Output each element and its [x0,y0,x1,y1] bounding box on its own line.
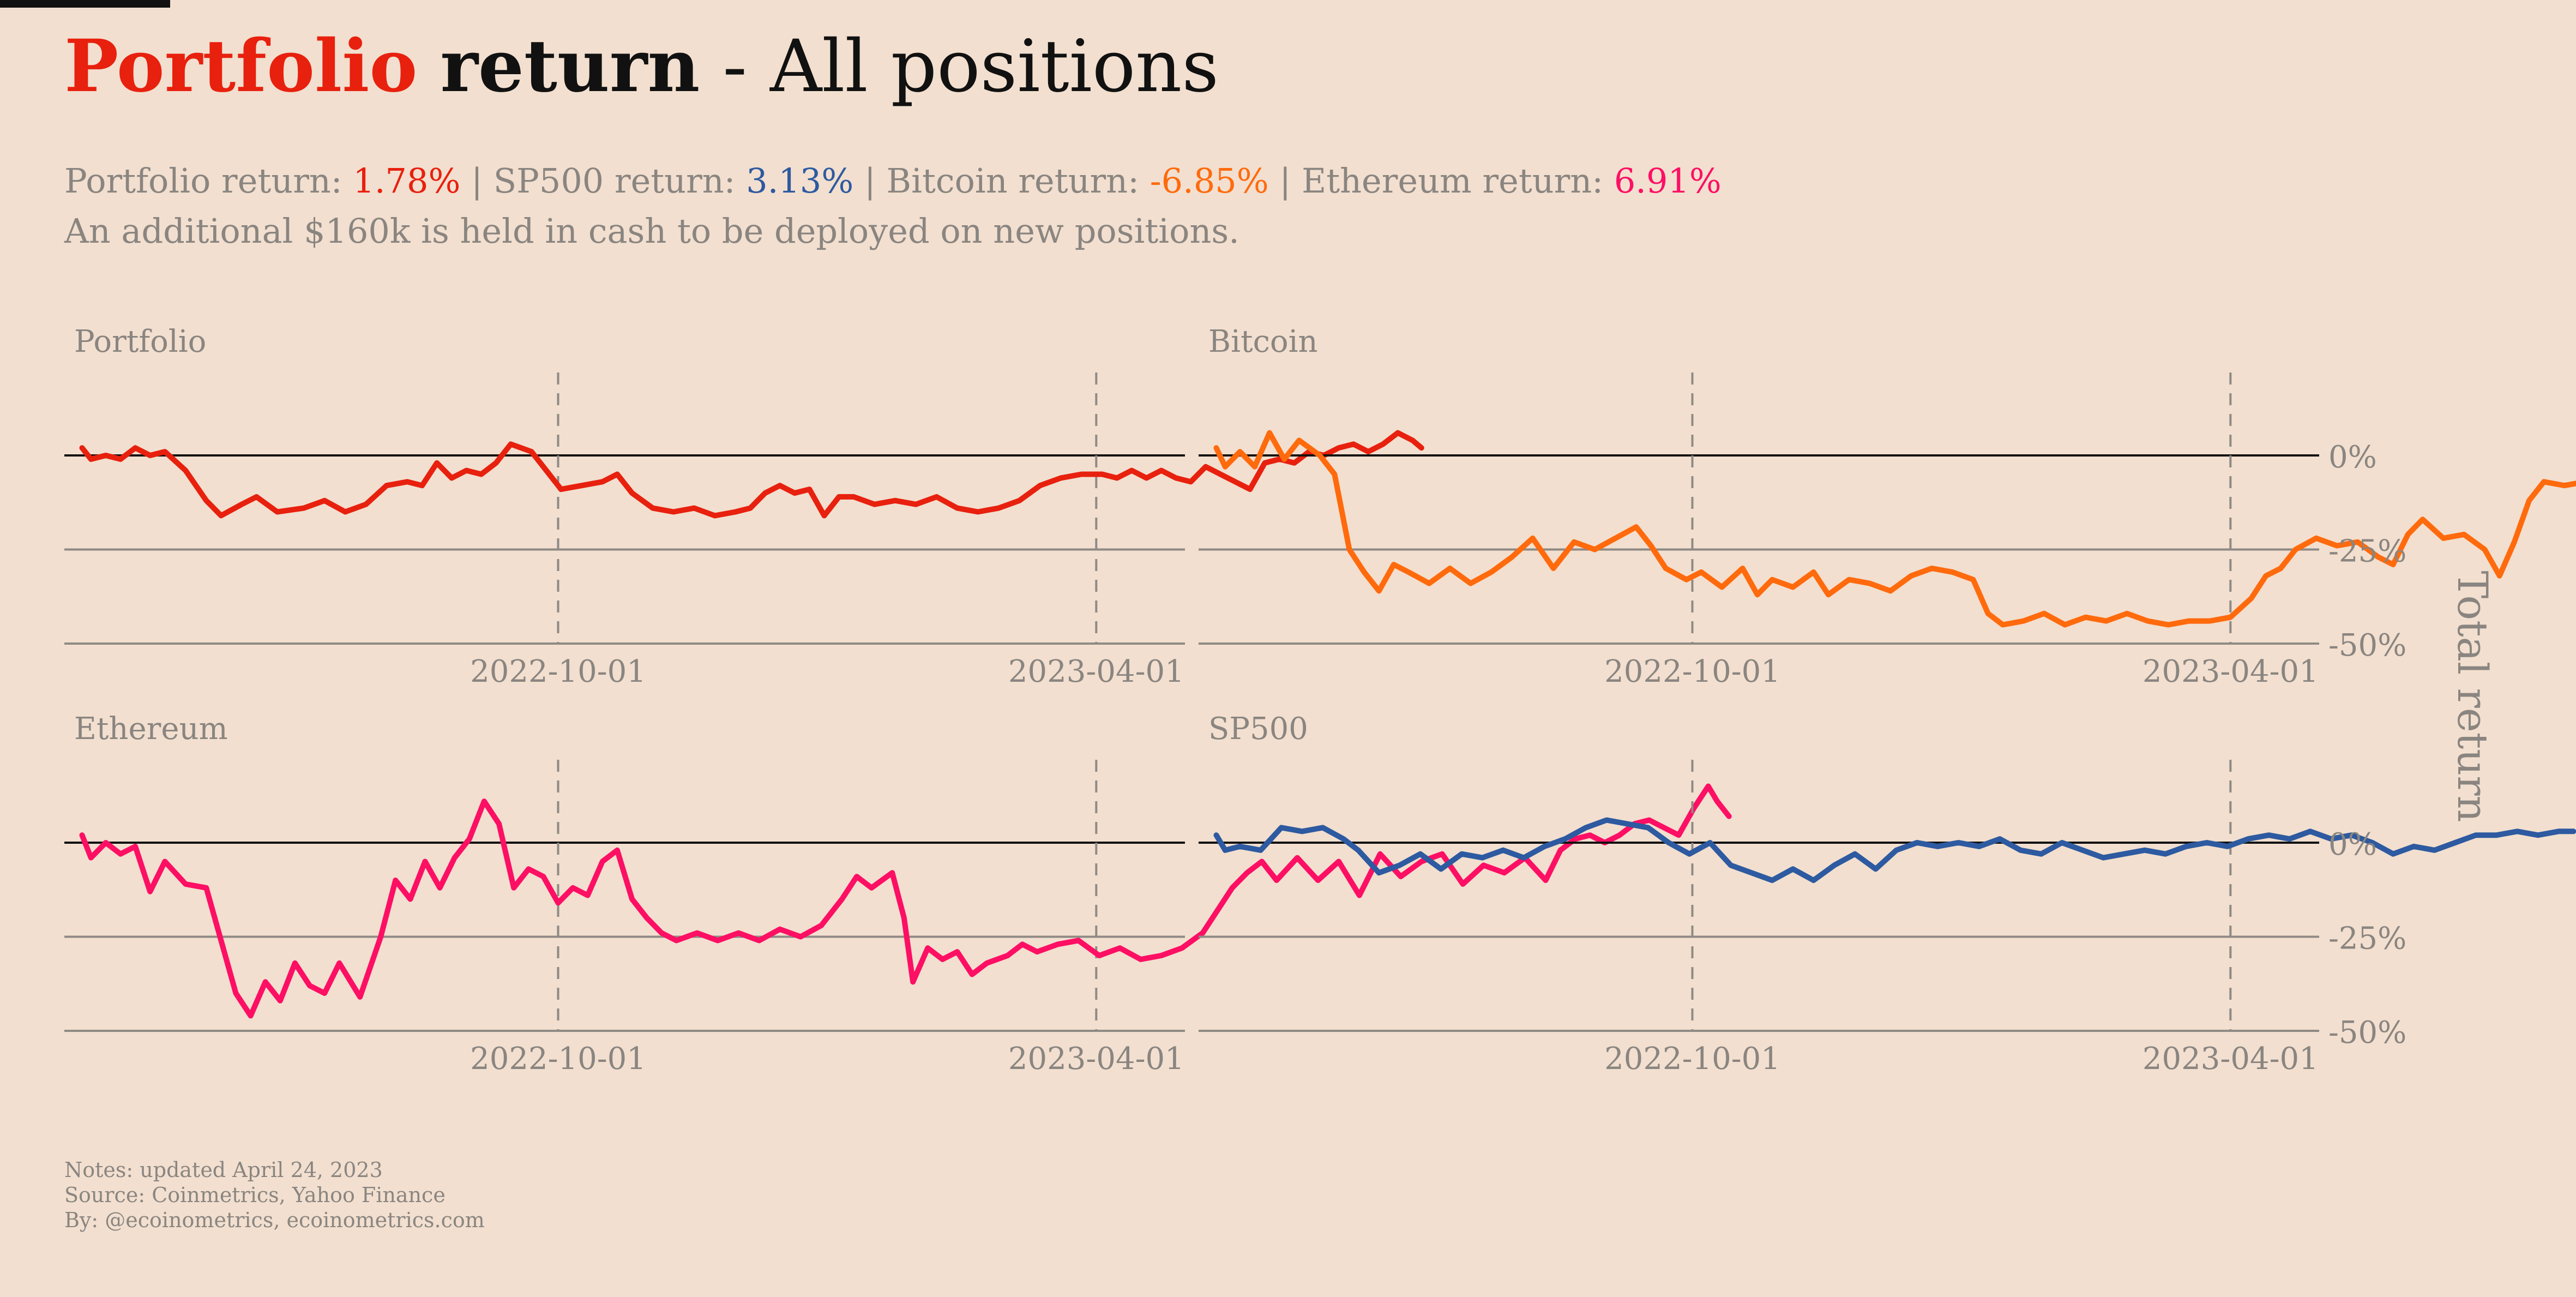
source-line: Source: Coinmetrics, Yahoo Finance [64,1183,446,1207]
returns-summary: Portfolio return: 1.78% | SP500 return: … [64,159,1722,203]
x-tick-label: 2023-04-01 [2142,654,2319,689]
x-tick-label: 2022-10-01 [470,1041,646,1077]
panel-title: Portfolio [74,324,206,359]
separator: | [460,161,493,201]
y-tick-label: -25% [2328,534,2406,569]
panel-title: Bitcoin [1208,324,1318,359]
accent-bar [0,0,170,8]
y-tick-label: 0% [2328,827,2377,862]
y-tick-label: 0% [2328,440,2377,475]
series-line-portfolio [79,430,1424,519]
series-line-sp500 [1213,817,2576,883]
ethereum-return-value: 6.91% [1614,161,1722,201]
x-tick-label: 2023-04-01 [2142,1041,2319,1077]
portfolio-return-value: 1.78% [353,161,461,201]
y-axis-label: Total return [2448,571,2497,822]
x-tick-label: 2022-10-01 [1604,654,1780,689]
y-tick-label: -50% [2328,1015,2406,1050]
title-rest: - All positions [723,25,1219,109]
page-title: Portfolio return - All positions [64,21,1219,112]
footnotes: Notes: updated April 24, 2023 Source: Co… [64,1157,485,1233]
separator: | [853,161,887,201]
y-tick-label: -25% [2328,921,2406,957]
cash-note: An additional $160k is held in cash to b… [64,211,1239,251]
bitcoin-return-label: Bitcoin return: [886,161,1150,201]
series-line-ethereum [79,783,1732,1019]
y-tick-label: -50% [2328,628,2406,663]
sp500-return-label: SP500 return: [493,161,747,201]
byline: By: @ecoinometrics, ecoinometrics.com [64,1208,485,1232]
notes-line: Notes: updated April 24, 2023 [64,1158,383,1182]
x-tick-label: 2023-04-01 [1008,1041,1184,1077]
x-tick-label: 2023-04-01 [1008,654,1184,689]
sp500-return-value: 3.13% [746,161,854,201]
series-line-bitcoin [1213,430,2576,628]
bitcoin-return-value: -6.85% [1149,161,1269,201]
ethereum-return-label: Ethereum return: [1301,161,1614,201]
panel-title: Ethereum [74,711,228,747]
title-word-return: return [440,24,700,109]
portfolio-return-label: Portfolio return: [64,161,353,201]
separator: | [1268,161,1302,201]
x-tick-label: 2022-10-01 [1604,1041,1780,1077]
panel-title: SP500 [1208,711,1308,747]
title-word-portfolio: Portfolio [64,24,418,109]
x-tick-label: 2022-10-01 [470,654,646,689]
